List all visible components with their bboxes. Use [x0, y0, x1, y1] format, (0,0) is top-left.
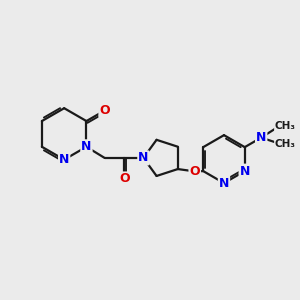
Text: O: O	[99, 104, 110, 117]
Text: O: O	[189, 165, 200, 178]
Text: N: N	[219, 177, 229, 190]
Text: N: N	[240, 165, 250, 178]
Text: N: N	[59, 153, 69, 166]
Text: CH₃: CH₃	[275, 121, 296, 131]
Text: N: N	[256, 131, 266, 144]
Text: N: N	[138, 152, 148, 164]
Text: CH₃: CH₃	[275, 139, 296, 149]
Text: N: N	[81, 140, 92, 153]
Text: O: O	[119, 172, 130, 185]
